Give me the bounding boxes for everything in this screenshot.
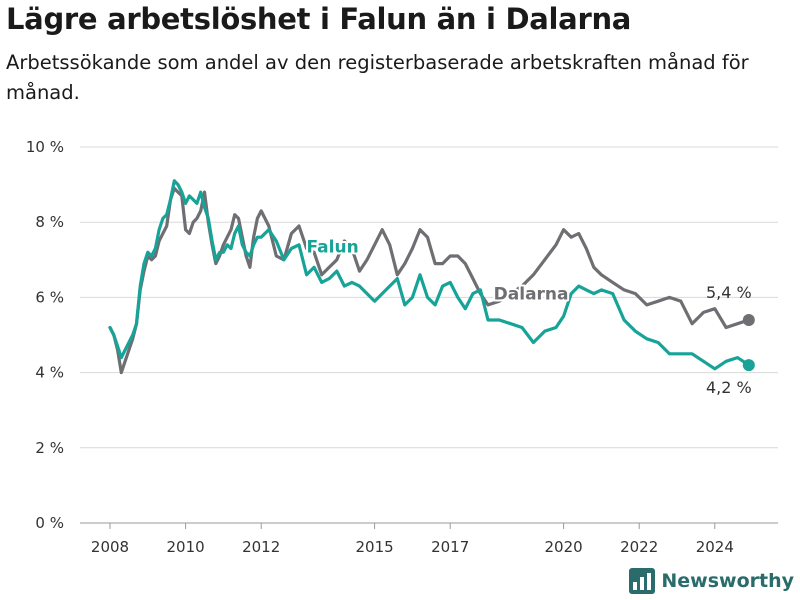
chart-subtitle: Arbetssökande som andel av den registerb… [6, 51, 749, 104]
bar-chart-logo-icon [629, 568, 656, 594]
end-point-dalarna [742, 313, 755, 326]
series-label-dalarna: Dalarna [494, 285, 569, 305]
end-label-dalarna: 5,4 % [706, 283, 752, 302]
series-line-falun [108, 179, 751, 371]
y-tick-label: 4 % [35, 364, 64, 382]
x-tick-label: 2020 [545, 538, 583, 556]
x-tick-label: 2010 [167, 538, 205, 556]
end-label-falun: 4,2 % [706, 378, 752, 397]
y-axis-ticks: 0 % 2 % 4 % 6 % 8 % 10 % [26, 138, 64, 532]
newsworthy-logo: Newsworthy [629, 568, 794, 594]
y-tick-label: 6 % [35, 288, 64, 306]
x-tick-label: 2015 [356, 538, 394, 556]
chart-title: Lägre arbetslöshet i Falun än i Dalarna [6, 2, 632, 36]
x-tick-label: 2024 [696, 538, 734, 556]
y-tick-label: 8 % [35, 213, 64, 231]
y-tick-label: 2 % [35, 439, 64, 457]
y-tick-label: 0 % [35, 514, 64, 532]
series-lines [108, 179, 755, 375]
x-tick-label: 2008 [91, 538, 129, 556]
brand-name: Newsworthy [661, 570, 794, 592]
x-tick-label: 2017 [431, 538, 469, 556]
x-tick-label: 2022 [620, 538, 658, 556]
x-axis-ticks: 2008 2010 2012 2015 2017 2020 2022 2024 [91, 523, 734, 556]
x-tick-label: 2012 [242, 538, 280, 556]
y-tick-label: 10 % [26, 138, 64, 156]
series-labels: 5,4 % 4,2 % Falun Dalarna [305, 236, 752, 397]
end-point-falun [742, 359, 755, 372]
series-label-falun: Falun [307, 238, 359, 258]
